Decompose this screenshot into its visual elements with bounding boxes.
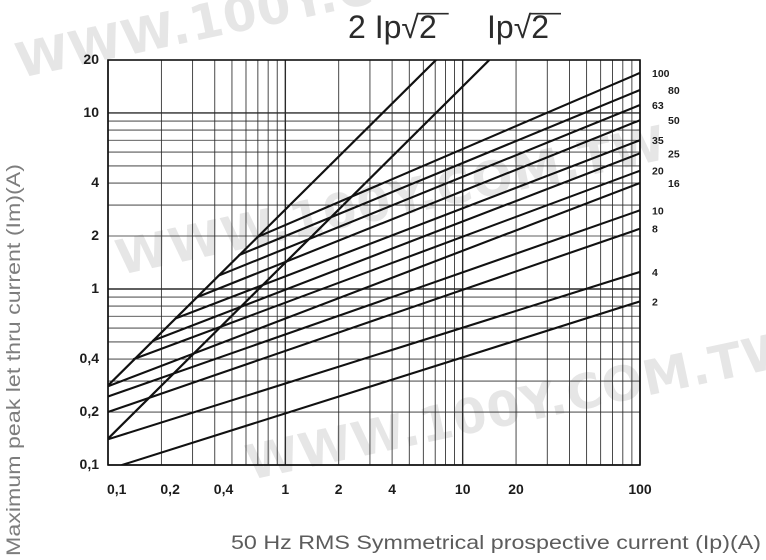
- series-label-10: 10: [652, 205, 664, 217]
- series-label-25: 25: [668, 148, 680, 160]
- reference-label-ip-sqrt2: Ip√2: [487, 9, 549, 45]
- series-line-2: [120, 300, 640, 465]
- plot-frame: [107, 59, 641, 466]
- y-axis-label: Maximum peak let thru current (Im)(A): [4, 164, 25, 556]
- y-tick-label: 1: [91, 280, 99, 296]
- series-line-50: [196, 119, 640, 299]
- x-tick-label: 20: [508, 481, 524, 497]
- reference-label-2-ip-sqrt2: 2 Ip√2: [348, 9, 437, 45]
- reference-line-0: [108, 60, 437, 387]
- x-tick-label: 100: [628, 481, 652, 497]
- x-tick-label: 2: [335, 481, 343, 497]
- x-axis-label: 50 Hz RMS Symmetrical prospective curren…: [231, 533, 761, 554]
- x-tick-label: 1: [281, 481, 289, 497]
- y-tick-labels: 0,1 0,2 0,4 1 2 4 10 20: [80, 51, 100, 472]
- series-label-20: 20: [652, 166, 664, 178]
- x-tick-labels: 0,1 0,2 0,4 1 2 4 10 20 100: [107, 481, 652, 497]
- series-line-35: [174, 139, 640, 320]
- series-label-4: 4: [652, 267, 658, 279]
- series-line-80: [238, 88, 640, 257]
- series-lines: [108, 71, 640, 465]
- y-tick-label: 4: [91, 174, 99, 190]
- y-tick-label: 0,1: [80, 456, 100, 472]
- series-line-25: [152, 152, 640, 342]
- series-line-100: [256, 71, 640, 238]
- series-label-80: 80: [668, 85, 680, 97]
- y-tick-label: 20: [83, 51, 99, 67]
- series-label-8: 8: [652, 224, 658, 236]
- x-tick-label: 0,4: [214, 481, 234, 497]
- x-tick-label: 10: [455, 481, 471, 497]
- x-tick-label: 0,1: [107, 481, 127, 497]
- series-label-63: 63: [652, 100, 664, 112]
- y-tick-label: 0,2: [80, 403, 100, 419]
- series-label-100: 100: [652, 68, 670, 80]
- series-label-16: 16: [668, 178, 680, 190]
- series-line-20: [132, 169, 640, 361]
- y-tick-label: 10: [83, 104, 99, 120]
- y-tick-label: 0,4: [80, 350, 100, 366]
- series-label-2: 2: [652, 296, 658, 308]
- series-line-8: [108, 227, 640, 414]
- x-tick-label: 4: [388, 481, 396, 497]
- series-line-4: [108, 270, 640, 441]
- reference-lines: [108, 60, 491, 440]
- series-line-10: [108, 209, 640, 398]
- y-tick-label: 2: [91, 227, 99, 243]
- series-line-63: [217, 103, 640, 277]
- x-tick-label: 0,2: [160, 481, 180, 497]
- series-labels: 100 80 63 50 35 25 20 16 10 8 4 2: [652, 68, 680, 308]
- series-label-50: 50: [668, 115, 680, 127]
- series-label-35: 35: [652, 135, 664, 147]
- reference-line-1: [108, 60, 491, 440]
- series-line-16: [108, 181, 640, 388]
- watermark-text: WWW.100Y.COM.TW: [241, 320, 766, 491]
